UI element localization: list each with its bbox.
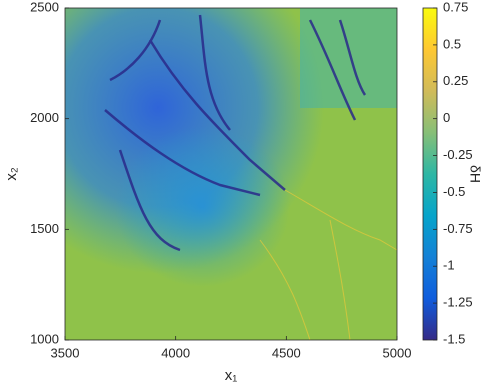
y-tick-label: 2000: [30, 110, 59, 125]
x-tick-label: 4000: [161, 345, 190, 360]
colorbar-label: δH: [467, 165, 483, 183]
colorbar-tick-label: -0.75: [443, 221, 473, 236]
x-tick-label: 5000: [383, 345, 412, 360]
y-axis-label: x₂: [3, 167, 20, 181]
field-image: [65, 8, 398, 341]
colorbar-tick-label: 0.25: [443, 73, 468, 88]
y-tick-label: 1000: [30, 331, 59, 346]
x-tick-label: 4500: [272, 345, 301, 360]
colorbar-tick-label: 0: [443, 110, 450, 125]
y-tick-label: 2500: [30, 0, 59, 14]
colorbar-tick-label: 0.75: [443, 0, 468, 14]
plot-frame: [64, 7, 398, 341]
colorbar-tick-label: -0.5: [443, 184, 465, 199]
colorbar-tick-label: -1.25: [443, 295, 473, 310]
colorbar-tick-label: -1.5: [443, 331, 465, 346]
x-tick-label: 3500: [51, 345, 80, 360]
y-tick-label: 1500: [30, 221, 59, 236]
colorbar: [422, 7, 438, 341]
colorbar-tick-label: -0.25: [443, 147, 473, 162]
x-axis-label: x₁: [225, 367, 238, 384]
colorbar-tick-label: 0.5: [443, 36, 461, 51]
colorbar-tick-label: -1: [443, 258, 455, 273]
